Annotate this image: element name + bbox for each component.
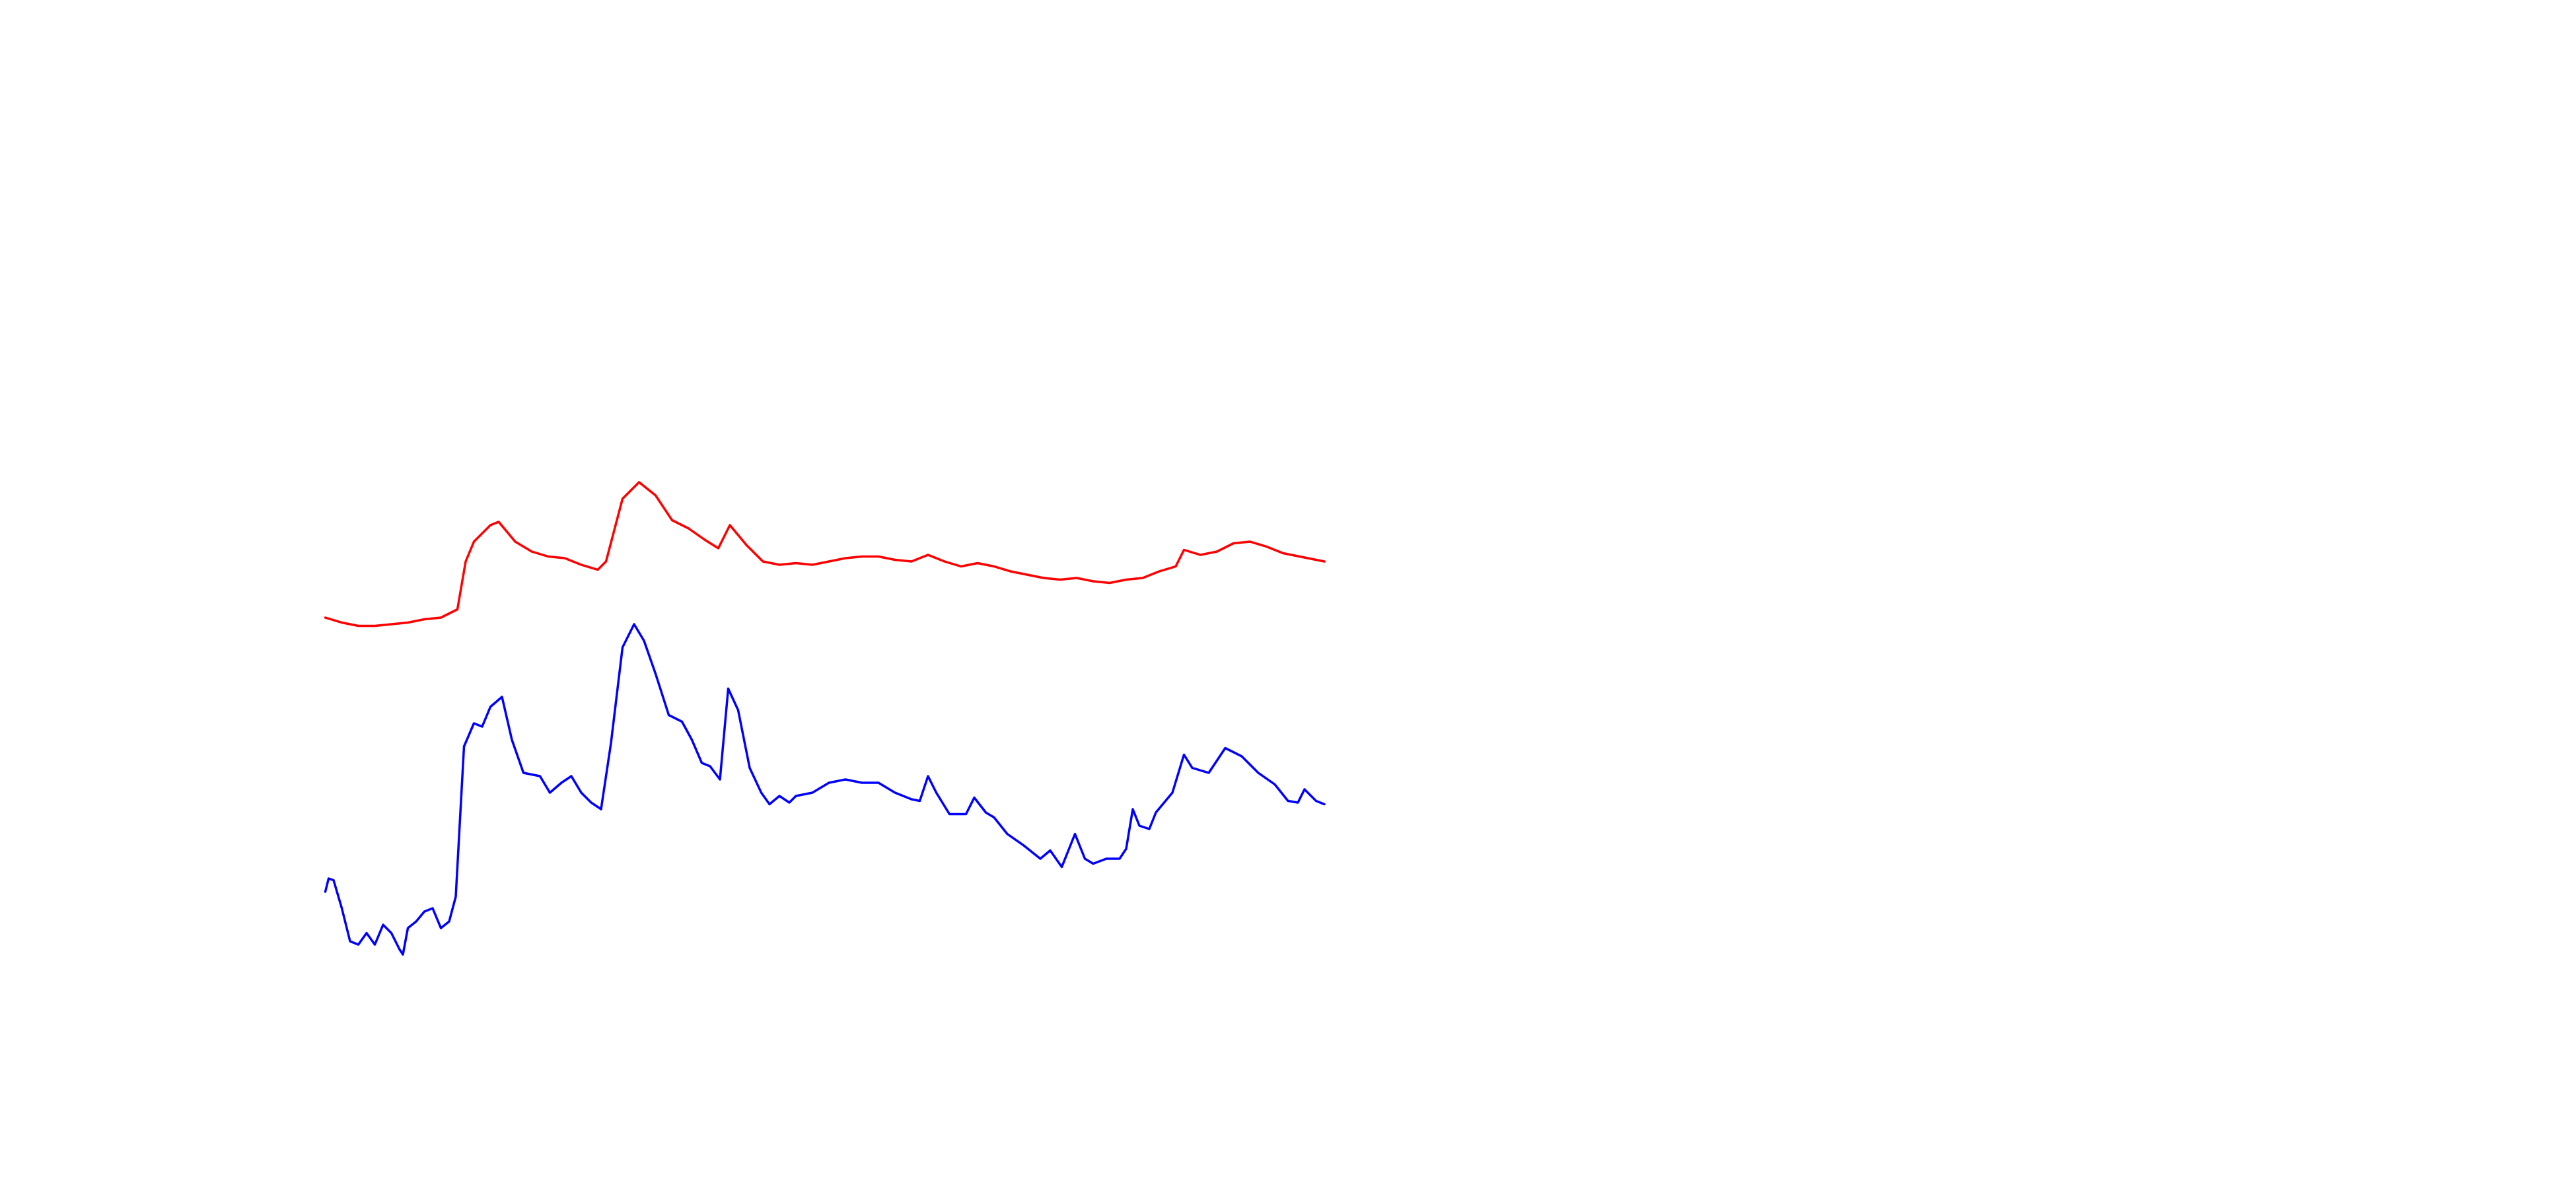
line-series (324, 481, 1326, 628)
line-series (324, 623, 1326, 956)
